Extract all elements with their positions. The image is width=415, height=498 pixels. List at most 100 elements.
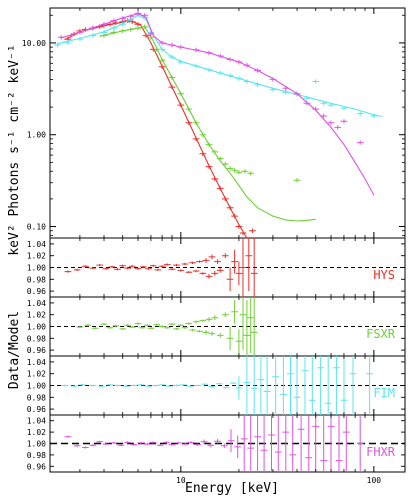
panel-frames: [49, 7, 406, 473]
data-point-3-26: [320, 113, 328, 119]
ratio-point-1-0: [64, 270, 72, 273]
ratio-point-1-33: [222, 253, 229, 259]
data-point-3-20: [254, 68, 261, 73]
ratio-point-1-23: [189, 261, 196, 264]
ratio-point-4-17: [181, 442, 189, 446]
ratio-point-4-0: [64, 435, 72, 438]
ratio-point-1-4: [96, 264, 104, 267]
data-point-1-13: [199, 132, 207, 137]
ratio-point-2-9: [134, 322, 142, 325]
data-point-0-20: [199, 151, 207, 156]
data-point-2-18: [235, 76, 243, 81]
data-point-2-0: [54, 42, 61, 48]
ratio-point-4-30: [268, 415, 275, 472]
ratio-point-3-0: [61, 384, 68, 387]
ratio-point-3-5: [106, 384, 114, 386]
data-point-2-22: [282, 90, 290, 95]
ratio-point-2-23: [196, 330, 203, 333]
ratio-point-3-32: [301, 356, 309, 415]
ratio-point-4-6: [110, 441, 118, 445]
ratio-ytick-label-1-2: 1.00: [27, 264, 46, 273]
axes-layer: 0.10 1.00 10.00 0.96 0.98 1.00 1.02 1.04 0.96 0.9…: [22, 8, 405, 485]
data-point-3-6: [119, 16, 127, 21]
ratio-point-3-30: [287, 356, 294, 415]
ratio-point-1-21: [181, 262, 189, 266]
ratio-point-1-37: [239, 238, 247, 297]
ratio-point-2-6: [119, 327, 127, 330]
ratio-point-4-5: [102, 442, 110, 446]
ratio-point-1-5: [102, 267, 110, 270]
ratio-ytick-label-4-0: 0.96: [27, 462, 46, 471]
ratio-point-4-14: [162, 441, 170, 444]
data-point-2-19: [243, 79, 251, 84]
ratio-point-2-20: [185, 322, 193, 325]
ratio-point-1-13: [145, 267, 152, 270]
ratio-point-3-21: [222, 386, 230, 389]
ratio-point-3-25: [250, 356, 258, 415]
ratio-point-3-8: [130, 384, 138, 387]
data-layer: [50, 11, 405, 472]
ratio-ytick-label-1-1: 0.98: [27, 275, 46, 284]
ratio-point-2-0: [76, 325, 84, 329]
data-point-3-28: [334, 125, 342, 130]
ratio-point-2-37: [250, 297, 258, 356]
ratio-point-3-19: [208, 385, 216, 388]
data-point-2-11: [158, 47, 166, 52]
ratio-point-2-24: [199, 319, 207, 322]
data-point-3-10: [147, 31, 155, 37]
data-point-2-16: [216, 70, 224, 76]
ratio-point-2-19: [181, 326, 189, 329]
ratio-point-3-1: [70, 385, 78, 387]
data-point-1-8: [158, 57, 166, 63]
data-point-1-17: [222, 161, 229, 167]
data-point-0-23: [216, 186, 224, 191]
model-curve-0: [64, 20, 248, 239]
ratio-point-2-25: [202, 330, 210, 335]
ratio-point-3-9: [137, 384, 145, 386]
data-point-0-13: [142, 33, 150, 38]
ratio-ytick-label-4-2: 1.00: [27, 440, 46, 449]
ratio-point-3-34: [317, 356, 324, 415]
data-point-2-17: [226, 73, 234, 78]
data-point-3-8: [134, 11, 142, 16]
data-point-3-12: [168, 42, 176, 48]
ratio-point-1-12: [140, 265, 147, 269]
data-point-3-7: [127, 14, 135, 19]
ratio-point-2-31: [226, 326, 234, 351]
data-point-3-13: [177, 44, 185, 50]
data-point-0-7: [106, 22, 114, 27]
ratio-point-4-41: [356, 415, 364, 472]
data-point-3-5: [110, 18, 118, 23]
ratio-point-4-39: [335, 415, 343, 472]
ratio-point-4-10: [137, 441, 145, 445]
ratio-point-1-9: [124, 266, 131, 270]
ratio-point-2-33: [235, 329, 243, 354]
xtick-label-0: 10: [176, 476, 186, 485]
ratio-point-4-34: [297, 415, 305, 472]
ratio-ytick-label-1-4: 1.04: [27, 240, 46, 249]
ratio-ytick-label-4-3: 1.02: [27, 428, 46, 437]
ratio-point-2-7: [124, 324, 131, 327]
data-point-0-16: [168, 84, 176, 90]
ratio-point-2-16: [168, 323, 176, 326]
ratio-point-3-33: [309, 356, 316, 415]
data-point-3-19: [243, 63, 251, 68]
ratio-point-2-8: [128, 325, 136, 329]
ratio-point-3-11: [152, 384, 159, 387]
data-point-0-0: [64, 36, 72, 42]
data-point-0-27: [235, 224, 243, 229]
ratio-point-4-24: [227, 429, 235, 453]
spectrum-y-axis-title: keV² Photons s⁻¹ cm⁻² keV⁻¹: [7, 44, 22, 255]
ratio-ytick-label-2-2: 1.00: [27, 323, 46, 332]
ratio-point-2-36: [247, 297, 254, 354]
ratio-point-2-10: [138, 326, 146, 329]
ratio-point-3-4: [98, 385, 106, 387]
data-point-3-27: [327, 120, 335, 125]
ratio-point-4-12: [149, 441, 157, 444]
data-point-2-28: [340, 105, 348, 111]
ratio-ytick-label-3-2: 1.00: [27, 382, 46, 391]
ratio-ytick-label-2-3: 1.02: [27, 311, 46, 320]
ratio-point-2-5: [112, 324, 120, 328]
data-point-1-21: [241, 169, 249, 174]
ratio-point-4-9: [130, 443, 138, 446]
